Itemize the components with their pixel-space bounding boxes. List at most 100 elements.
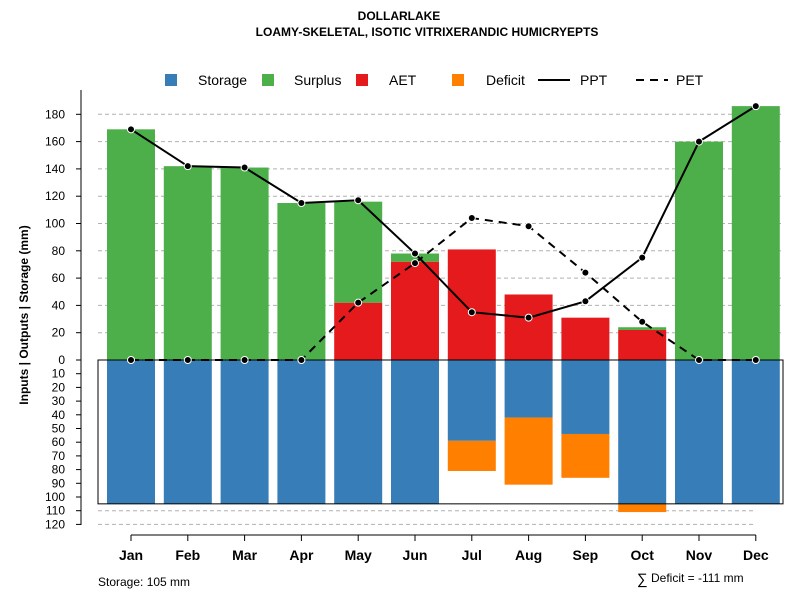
deficit-bar bbox=[504, 417, 553, 485]
y-tick-label: 60 bbox=[52, 435, 66, 449]
surplus-legend-swatch bbox=[262, 74, 274, 86]
storage-note: Storage: 105 mm bbox=[98, 575, 190, 589]
pet-point bbox=[638, 317, 647, 326]
y-tick-label: 120 bbox=[45, 517, 65, 531]
storage-bar bbox=[675, 360, 723, 504]
x-tick-label: Jul bbox=[462, 547, 482, 563]
aet-bar bbox=[391, 261, 439, 360]
ppt-point bbox=[751, 102, 760, 111]
pet-point bbox=[354, 298, 363, 307]
surplus-legend-label: Surplus bbox=[294, 72, 341, 88]
deficit-bar bbox=[561, 433, 610, 478]
ppt-point bbox=[240, 163, 249, 172]
x-tick-label: Nov bbox=[686, 547, 713, 563]
y-tick-label: 40 bbox=[52, 408, 66, 422]
chart-title: DOLLARLAKE bbox=[358, 9, 441, 23]
storage-legend-label: Storage bbox=[198, 72, 247, 88]
storage-bar bbox=[561, 360, 610, 434]
y-tick-label: 50 bbox=[52, 422, 66, 436]
x-tick-label: Sep bbox=[573, 547, 599, 563]
y-axis-label: Inputs | Outputs | Storage (mm) bbox=[17, 225, 31, 404]
y-tick-label: 20 bbox=[52, 326, 66, 340]
storage-bar bbox=[220, 360, 269, 504]
ppt-point bbox=[524, 313, 533, 322]
deficit-bar bbox=[618, 503, 667, 513]
y-tick-label: 140 bbox=[45, 162, 65, 176]
pet-point bbox=[751, 356, 760, 364]
x-tick-label: Jan bbox=[119, 547, 143, 563]
pet-legend-label: PET bbox=[676, 72, 704, 88]
deficit-legend-label: Deficit bbox=[486, 72, 525, 88]
aet-bar bbox=[561, 317, 610, 360]
aet-bar bbox=[447, 249, 496, 360]
pet-point bbox=[240, 356, 249, 364]
aet-legend-swatch bbox=[356, 74, 368, 86]
pet-point bbox=[411, 259, 419, 268]
surplus-bar bbox=[220, 167, 269, 360]
ppt-point bbox=[297, 199, 306, 208]
ppt-point bbox=[183, 162, 192, 171]
ppt-point bbox=[638, 253, 647, 262]
ppt-point bbox=[127, 125, 135, 134]
y-tick-label: 10 bbox=[52, 367, 66, 381]
y-tick-label: 80 bbox=[52, 244, 66, 258]
pet-point bbox=[183, 356, 192, 364]
pet-point bbox=[581, 268, 590, 277]
storage-bar bbox=[618, 360, 667, 504]
chart-subtitle: LOAMY-SKELETAL, ISOTIC VITRIXERANDIC HUM… bbox=[256, 25, 599, 39]
y-tick-label: 40 bbox=[52, 298, 66, 312]
surplus-bar bbox=[163, 166, 212, 360]
storage-bar bbox=[107, 360, 155, 504]
surplus-bar bbox=[618, 327, 667, 330]
storage-bar bbox=[504, 360, 553, 418]
legend: Storage Surplus AET Deficit PPT PET bbox=[165, 72, 704, 88]
y-tick-label: 120 bbox=[45, 189, 65, 203]
x-tick-label: Jun bbox=[403, 547, 428, 563]
x-tick-label: Mar bbox=[232, 547, 257, 563]
x-tick-label: Apr bbox=[289, 547, 314, 563]
aet-bar bbox=[618, 329, 667, 360]
storage-capacity-box bbox=[97, 359, 784, 505]
y-tick-label: 20 bbox=[52, 380, 66, 394]
y-tick-label: 70 bbox=[52, 449, 66, 463]
deficit-sum-icon: ∑ bbox=[637, 571, 648, 588]
pet-line bbox=[131, 216, 756, 361]
surplus-bar bbox=[334, 201, 383, 303]
x-tick-label: Aug bbox=[515, 547, 542, 563]
ppt-point bbox=[411, 249, 419, 258]
ppt-point bbox=[695, 137, 703, 146]
ppt-line bbox=[130, 105, 757, 319]
surplus-bar bbox=[277, 203, 326, 360]
y-tick-label: 80 bbox=[52, 463, 66, 477]
x-tick-label: Oct bbox=[631, 547, 655, 563]
x-tick-label: Feb bbox=[175, 547, 200, 563]
storage-bar bbox=[447, 360, 496, 441]
surplus-bar bbox=[675, 141, 723, 360]
deficit-bar bbox=[447, 440, 496, 471]
storage-legend-swatch bbox=[165, 74, 177, 86]
y-tick-label: 100 bbox=[45, 490, 65, 504]
aet-bar bbox=[504, 294, 553, 360]
storage-bar bbox=[277, 360, 326, 504]
storage-bar bbox=[163, 360, 212, 504]
y-tick-label: 100 bbox=[45, 217, 65, 231]
ppt-point bbox=[581, 297, 590, 306]
series-lines bbox=[127, 102, 760, 364]
storage-bar bbox=[731, 360, 780, 504]
aet-legend-label: AET bbox=[389, 72, 417, 88]
bars bbox=[97, 106, 784, 513]
y-tick-label: 160 bbox=[45, 135, 65, 149]
surplus-bar bbox=[107, 129, 155, 360]
ppt-legend-label: PPT bbox=[580, 72, 608, 88]
storage-bar bbox=[391, 360, 439, 504]
deficit-legend-swatch bbox=[452, 74, 464, 86]
pet-point bbox=[127, 356, 135, 364]
deficit-note: Deficit = -111 mm bbox=[651, 571, 744, 585]
storage-bar bbox=[334, 360, 383, 504]
x-tick-label: Dec bbox=[743, 547, 769, 563]
y-tick-label: 60 bbox=[52, 271, 66, 285]
pet-point bbox=[524, 222, 533, 231]
surplus-bar bbox=[731, 106, 780, 360]
ppt-point bbox=[354, 196, 363, 205]
